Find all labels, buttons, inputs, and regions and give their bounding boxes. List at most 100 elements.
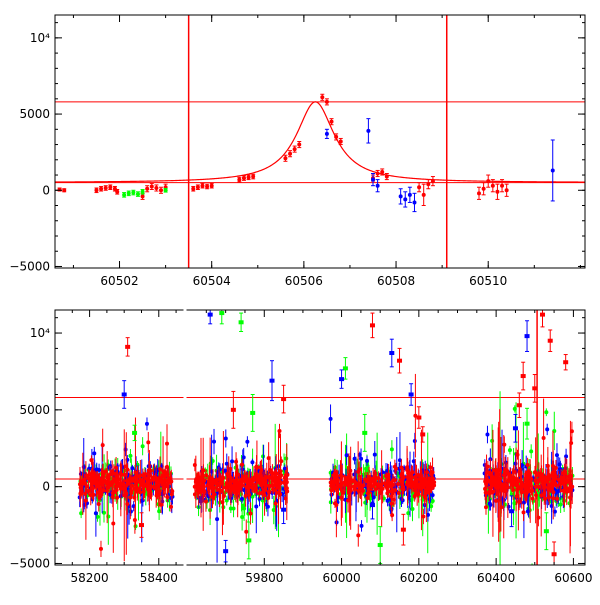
data-point	[524, 421, 530, 426]
data-point	[248, 511, 253, 516]
data-point	[223, 549, 229, 554]
data-point	[430, 179, 435, 184]
data-point	[534, 493, 539, 498]
data-point	[524, 334, 530, 339]
data-point	[421, 514, 426, 519]
data-point	[529, 449, 534, 454]
data-point	[230, 407, 236, 412]
data-point	[195, 478, 200, 483]
outlier-points	[121, 310, 569, 565]
data-point	[94, 467, 99, 472]
data-point	[400, 527, 406, 532]
x-tick-label: 60400	[477, 571, 515, 585]
data-point	[488, 472, 493, 477]
data-point	[485, 432, 490, 437]
data-point	[100, 443, 105, 448]
data-point	[219, 480, 224, 485]
data-point	[149, 184, 154, 189]
data-point	[541, 493, 546, 498]
data-point	[125, 502, 130, 507]
data-point	[99, 186, 104, 191]
data-point	[352, 472, 357, 477]
data-point	[288, 151, 293, 156]
data-point	[247, 492, 252, 497]
data-point	[263, 480, 268, 485]
y-tick-label: −5000	[9, 259, 50, 273]
data-point	[86, 488, 91, 493]
data-point	[477, 191, 481, 196]
data-point	[329, 119, 334, 124]
data-point	[420, 432, 426, 437]
data-point	[131, 190, 136, 195]
data-point	[530, 571, 534, 575]
data-point	[192, 462, 197, 467]
data-point	[94, 188, 99, 193]
data-point	[541, 435, 546, 440]
data-point	[130, 483, 135, 488]
data-point	[266, 456, 271, 461]
data-point	[225, 472, 230, 477]
data-point	[416, 415, 422, 420]
data-point	[201, 478, 206, 483]
data-point	[110, 479, 115, 484]
data-point	[503, 460, 508, 465]
data-point	[541, 477, 546, 482]
data-point	[261, 454, 266, 459]
data-point	[342, 366, 348, 371]
data-point	[553, 474, 558, 479]
data-point	[219, 311, 225, 316]
data-point	[481, 186, 486, 191]
data-point	[145, 186, 150, 191]
data-point	[380, 169, 385, 174]
data-point	[385, 498, 390, 503]
data-point	[223, 436, 228, 441]
data-point	[242, 506, 247, 511]
data-point	[125, 344, 131, 349]
data-point	[496, 479, 501, 484]
data-point	[396, 481, 401, 486]
data-point	[518, 486, 523, 491]
data-point	[141, 489, 146, 494]
data-point	[126, 191, 131, 196]
data-point	[331, 479, 336, 484]
data-point	[536, 484, 541, 489]
data-point	[215, 517, 220, 522]
data-point	[239, 496, 244, 501]
data-point	[122, 192, 127, 197]
data-point	[509, 482, 514, 487]
data-point	[524, 478, 529, 483]
data-point	[94, 483, 99, 488]
data-point	[89, 458, 94, 463]
data-point	[146, 440, 151, 445]
data-point	[111, 521, 116, 526]
data-point	[282, 466, 287, 471]
data-point	[102, 510, 107, 515]
data-point	[347, 486, 352, 491]
data-point	[520, 374, 526, 379]
data-point	[145, 484, 150, 489]
y-tick-label: −5000	[9, 556, 50, 570]
data-point	[246, 175, 251, 180]
data-point	[267, 483, 272, 488]
data-point	[522, 483, 527, 488]
data-point	[79, 511, 84, 516]
x-tick-label: 60504	[193, 274, 231, 288]
data-point	[209, 183, 214, 188]
data-point	[513, 483, 518, 488]
data-point	[140, 473, 145, 478]
data-point	[536, 515, 541, 520]
series-green	[122, 187, 168, 198]
data-point	[240, 515, 245, 520]
data-point	[366, 128, 371, 133]
data-point	[328, 416, 333, 421]
x-tick-label: 60200	[400, 571, 438, 585]
data-point	[339, 377, 345, 382]
data-point	[344, 453, 349, 458]
data-point	[250, 410, 256, 415]
data-point	[525, 509, 530, 514]
data-point	[569, 429, 574, 434]
data-point	[428, 465, 433, 470]
plot-frame-top	[54, 14, 586, 269]
data-point	[98, 546, 103, 551]
data-point	[125, 467, 130, 472]
